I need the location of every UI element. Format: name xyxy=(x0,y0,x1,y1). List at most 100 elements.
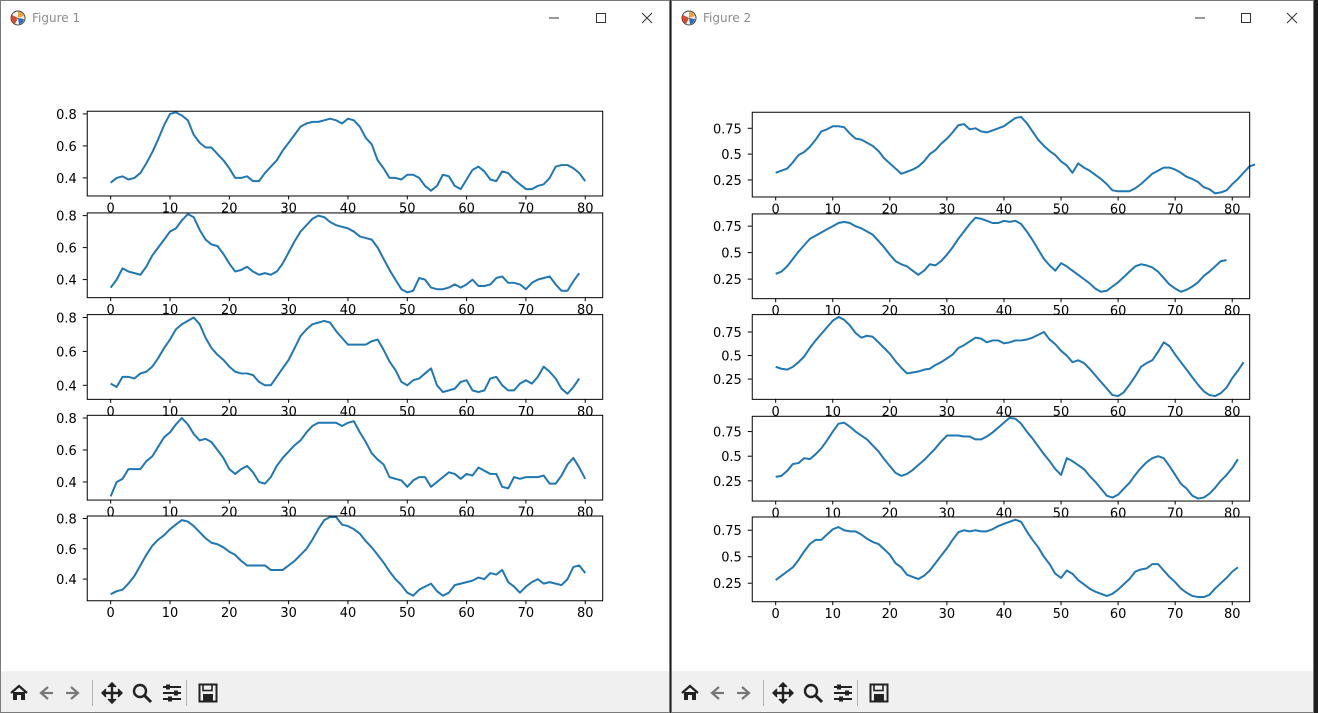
x-tick-label: 30 xyxy=(939,202,955,217)
x-tick-label: 30 xyxy=(280,201,296,216)
zoom-button[interactable] xyxy=(129,681,155,705)
home-button[interactable] xyxy=(677,681,703,705)
figure-canvas[interactable]: 0.250.50.750 10 20 30 40 50 60 70 800.250.50.750… xyxy=(672,35,1313,671)
toolbar-separator xyxy=(857,680,858,706)
x-tick-label: 60 xyxy=(1110,607,1126,622)
maximize-button[interactable] xyxy=(1223,1,1269,35)
y-tick-label: 0.6 xyxy=(56,543,77,558)
home-button[interactable] xyxy=(6,681,32,705)
y-tick-label: 0.8 xyxy=(56,513,77,528)
y-tick-label: 0.8 xyxy=(56,210,77,225)
forward-button[interactable] xyxy=(731,681,757,705)
window-title: Figure 1 xyxy=(32,11,81,25)
x-tick-label: 30 xyxy=(939,304,955,319)
x-tick-label: 20 xyxy=(882,304,898,319)
subplot-3: 0.4 0.6 0.8 0 10 20 30 40 50 60 70 80 xyxy=(56,311,604,420)
axes-frame xyxy=(86,110,604,197)
x-tick-label: 70 xyxy=(1167,304,1183,319)
x-tick-label: 70 xyxy=(518,405,534,420)
x-tick-label: 80 xyxy=(1224,506,1240,521)
x-tick-label: 60 xyxy=(458,606,474,621)
x-tick-label: 30 xyxy=(280,303,296,318)
minimize-button[interactable] xyxy=(1177,1,1223,35)
save-icon xyxy=(869,683,889,703)
back-button[interactable] xyxy=(704,681,730,705)
x-tick-label: 30 xyxy=(280,506,296,521)
x-tick-label: 80 xyxy=(577,201,593,216)
configure-icon xyxy=(834,684,852,702)
figure-canvas[interactable]: 0.4 0.6 0.8 0 10 20 30 40 50 60 70 80 0.4 0.6 0.8 0 10 20… xyxy=(1,35,669,671)
x-tick-label: 0 xyxy=(772,607,780,622)
x-tick-label: 20 xyxy=(221,303,237,318)
y-tick-label: 0.4 xyxy=(56,172,77,187)
x-tick-label: 80 xyxy=(577,506,593,521)
x-tick-label: 20 xyxy=(882,506,898,521)
pan-icon xyxy=(101,682,123,704)
window-title: Figure 2 xyxy=(703,11,752,25)
series-line xyxy=(110,516,587,597)
y-tick-label: 0.4 xyxy=(56,274,77,289)
maximize-button[interactable] xyxy=(578,1,624,35)
save-button[interactable] xyxy=(866,681,892,705)
save-button[interactable] xyxy=(195,681,221,705)
forward-button[interactable] xyxy=(60,681,86,705)
x-tick-label: 10 xyxy=(162,606,178,621)
x-tick-label: 30 xyxy=(939,405,955,420)
home-icon xyxy=(10,684,28,700)
x-tick-label: 80 xyxy=(577,405,593,420)
x-tick-label: 50 xyxy=(1053,506,1069,521)
x-tick-label: 20 xyxy=(882,607,898,622)
series-line xyxy=(110,316,581,395)
y-tick-label: 0.5 xyxy=(721,551,742,566)
series-line xyxy=(109,417,587,497)
x-tick-label: 70 xyxy=(1167,506,1183,521)
pan-button[interactable] xyxy=(770,681,796,705)
x-tick-label: 10 xyxy=(162,303,178,318)
zoom-icon xyxy=(803,683,824,704)
x-tick-label: 10 xyxy=(162,506,178,521)
x-tick-label: 40 xyxy=(340,303,356,318)
x-tick-label: 50 xyxy=(399,201,415,216)
x-tick-label: 10 xyxy=(825,607,841,622)
x-tick-label: 30 xyxy=(939,506,955,521)
x-tick-label: 60 xyxy=(458,506,474,521)
home-icon xyxy=(681,684,699,700)
configure-button[interactable] xyxy=(830,681,856,705)
title-bar[interactable]: Figure 2 xyxy=(672,1,1313,35)
x-tick-label: 50 xyxy=(1053,405,1069,420)
subplot-4: 0.4 0.6 0.8 0 10 20 30 40 50 60 70 80 xyxy=(56,412,604,521)
pan-button[interactable] xyxy=(99,681,125,705)
x-tick-label: 70 xyxy=(518,506,534,521)
x-tick-label: 50 xyxy=(1053,304,1069,319)
configure-button[interactable] xyxy=(159,681,185,705)
x-tick-label: 50 xyxy=(399,606,415,621)
x-tick-label: 80 xyxy=(577,303,593,318)
y-tick-label: 0.4 xyxy=(56,476,77,491)
minimize-icon xyxy=(1195,17,1205,19)
close-button[interactable] xyxy=(624,1,669,35)
back-button[interactable] xyxy=(33,681,59,705)
x-tick-label: 20 xyxy=(882,202,898,217)
x-tick-label: 0 xyxy=(772,405,780,420)
x-tick-label: 40 xyxy=(340,201,356,216)
y-tick-label: 0.5 xyxy=(721,450,742,465)
y-tick-label: 0.5 xyxy=(721,148,742,163)
subplot-1: 0.25 0.5 0.75 0 10 20 30 40 50 60 70 80 xyxy=(713,111,1256,217)
forward-icon xyxy=(66,686,80,700)
x-tick-label: 10 xyxy=(162,405,178,420)
x-tick-label: 60 xyxy=(1110,506,1126,521)
x-tick-label: 50 xyxy=(1053,607,1069,622)
series-line xyxy=(775,416,1239,500)
close-button[interactable] xyxy=(1269,1,1313,35)
y-tick-label: 0.75 xyxy=(713,426,742,441)
y-tick-label: 0.25 xyxy=(713,577,742,592)
series-line xyxy=(775,115,1256,195)
matplotlib-icon xyxy=(10,10,26,26)
axes-frame xyxy=(86,414,604,501)
title-bar[interactable]: Figure 1 xyxy=(1,1,669,35)
zoom-button[interactable] xyxy=(800,681,826,705)
x-tick-label: 40 xyxy=(996,202,1012,217)
minimize-button[interactable] xyxy=(531,1,577,35)
axes-frame xyxy=(86,515,604,602)
x-tick-label: 70 xyxy=(1167,202,1183,217)
